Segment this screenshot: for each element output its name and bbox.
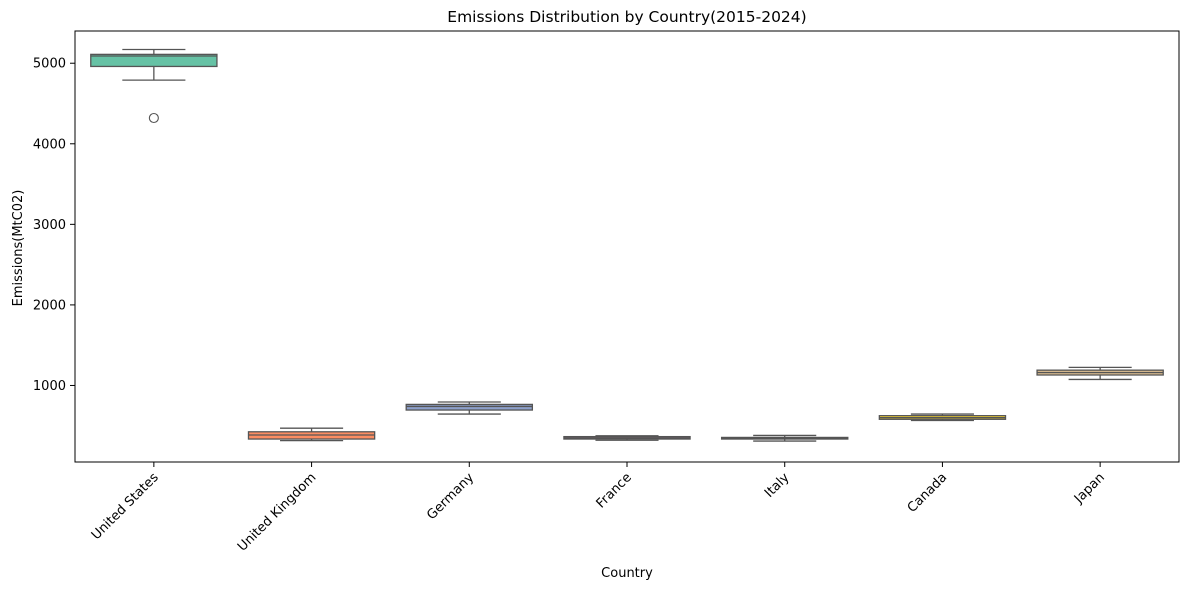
y-axis-title: Emissions(MtC02)	[11, 190, 26, 307]
x-tick-label: Germany	[424, 470, 477, 523]
plot-frame	[74, 30, 1180, 463]
outlier-point	[148, 112, 159, 124]
x-tick-label: United Kingdom	[235, 470, 319, 554]
plot-area: 1000 2000 3000 4000 5000 United States United …	[33, 30, 1180, 555]
x-tick-label: France	[594, 470, 635, 511]
y-tick-label: 1000	[33, 379, 66, 394]
y-tick-label: 5000	[33, 57, 66, 72]
x-tick-label: United States	[89, 470, 162, 543]
box-united-states	[90, 53, 218, 68]
x-tick-label: Italy	[762, 470, 793, 501]
y-tick-label: 3000	[33, 218, 66, 233]
y-tick-label: 2000	[33, 298, 66, 313]
chart-title: Emissions Distribution by Country(2015-2…	[447, 8, 806, 26]
box-germany	[405, 403, 534, 411]
x-axis-title: Country	[601, 566, 653, 581]
x-tick-label: Canada	[905, 470, 951, 516]
x-tick-label: Japan	[1071, 470, 1108, 507]
y-tick-label: 4000	[33, 137, 66, 152]
